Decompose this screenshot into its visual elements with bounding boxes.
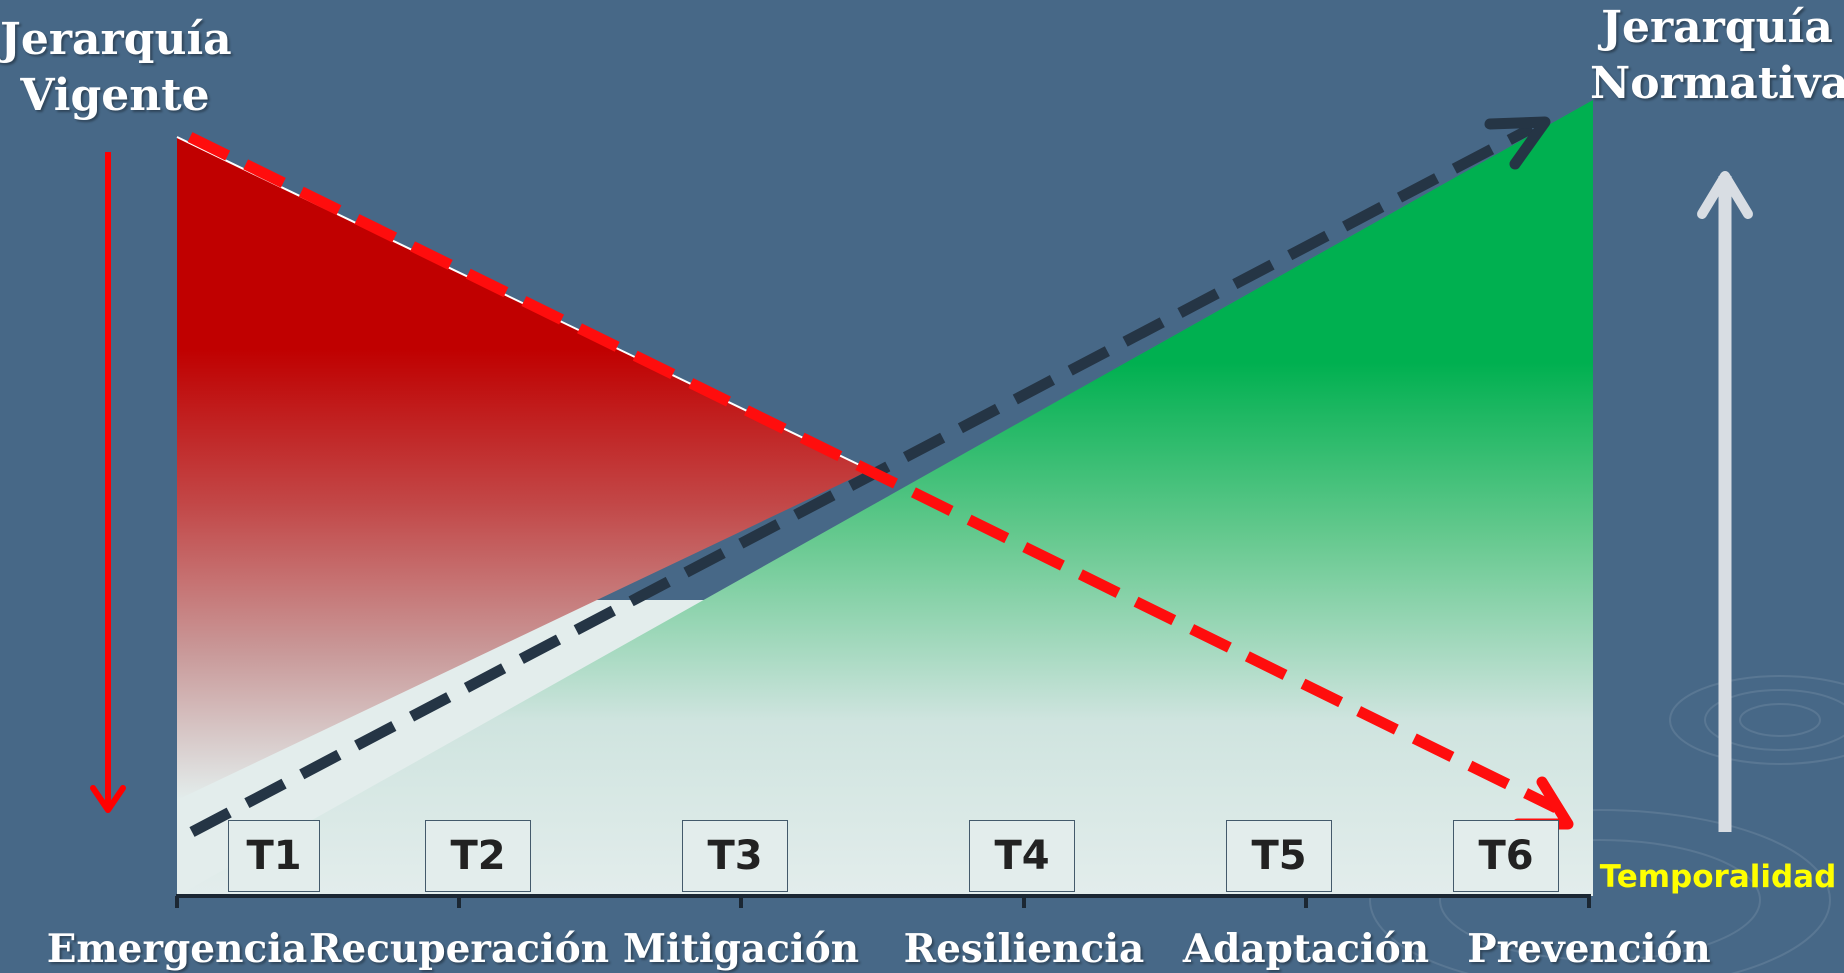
red-current-area — [177, 137, 870, 800]
left-axis-title: Jerarquía Vigente — [0, 14, 232, 121]
phase-box-t2: T2 — [425, 820, 531, 892]
left-down-arrow — [90, 152, 126, 813]
phase-box-t4: T4 — [969, 820, 1075, 892]
stage-label-mitigacion: Mitigación — [622, 926, 860, 972]
ripple-decoration — [1369, 675, 1844, 973]
rising-dashed-arrow — [189, 116, 1551, 837]
green-normative-area — [177, 100, 1593, 896]
x-axis — [175, 894, 1591, 908]
phase-box-t3: T3 — [682, 820, 788, 892]
stage-label-resiliencia: Resiliencia — [903, 926, 1145, 972]
stage-label-adaptacion: Adaptación — [1182, 926, 1430, 972]
stage-label-prevencion: Prevención — [1467, 926, 1711, 972]
stage-label-emergencia: Emergencia — [46, 926, 308, 972]
phase-box-t1: T1 — [228, 820, 320, 892]
phase-box-t5: T5 — [1226, 820, 1332, 892]
right-axis-title: Jerarquía Normativa — [1590, 2, 1844, 109]
stage-label-recuperacion: Recuperación — [309, 926, 610, 972]
right-up-arrow — [1697, 171, 1753, 832]
x-axis-title: Temporalidad — [1599, 859, 1837, 895]
phase-box-t6: T6 — [1453, 820, 1559, 892]
